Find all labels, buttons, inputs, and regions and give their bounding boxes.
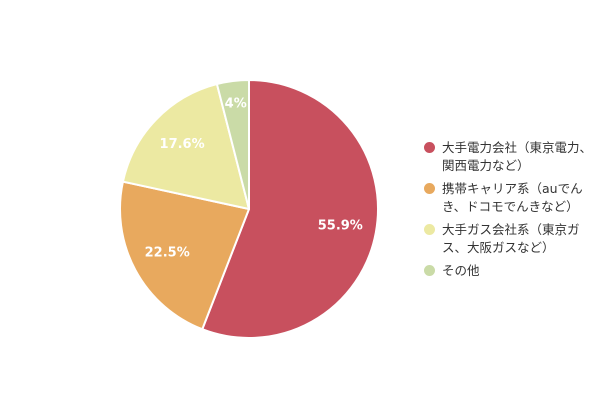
legend-item-1[interactable]: 携帯キャリア系（auでんき、ドコモでんきなど） — [424, 180, 596, 215]
legend-swatch-icon — [424, 142, 435, 153]
pie-slice-1[interactable] — [118, 180, 250, 331]
legend-item-label: 大手ガス会社系（東京ガス、大阪ガスなど） — [442, 222, 580, 255]
legend-swatch-icon — [424, 183, 435, 194]
pie-slice-2[interactable] — [121, 83, 250, 210]
legend-item-3[interactable]: その他 — [424, 262, 596, 280]
legend-item-label: 大手電力会社（東京電力、関西電力など） — [442, 140, 593, 173]
slice-value-label-2: 17.6% — [160, 137, 205, 152]
legend-swatch-icon — [424, 224, 435, 235]
pie-slice-0[interactable] — [201, 79, 379, 339]
legend-item-0[interactable]: 大手電力会社（東京電力、関西電力など） — [424, 139, 596, 174]
pie-graphic: 55.9% 22.5% 17.6% 4% — [118, 79, 379, 339]
legend-swatch-icon — [424, 265, 435, 276]
chart-legend: 大手電力会社（東京電力、関西電力など） 携帯キャリア系（auでんき、ドコモでんきな… — [424, 139, 596, 286]
slice-value-label-3: 4% — [225, 97, 247, 112]
legend-item-label: 携帯キャリア系（auでんき、ドコモでんきなど） — [442, 181, 583, 214]
slice-value-label-1: 22.5% — [145, 246, 190, 261]
legend-item-2[interactable]: 大手ガス会社系（東京ガス、大阪ガスなど） — [424, 221, 596, 256]
slice-value-label-0: 55.9% — [318, 219, 363, 234]
pie-slice-3[interactable] — [215, 79, 250, 210]
legend-item-label: その他 — [442, 263, 480, 278]
